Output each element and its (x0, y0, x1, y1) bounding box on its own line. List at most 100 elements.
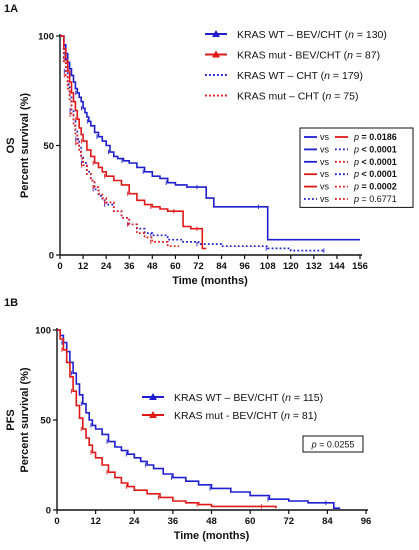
panel-1a-pvalue-row: p = 0.0186 (353, 132, 397, 142)
panel-1a-x-tick-label: 144 (329, 261, 346, 272)
panel-1a-legend-label-mut_bev: KRAS mut - BEV/CHT (237, 50, 344, 62)
panel-1a-pvalue-vs: vs (320, 182, 330, 192)
panel-1a-pvalue-row: p < 0.0001 (353, 169, 397, 179)
panel-1a-legend-n: n (326, 91, 332, 103)
panel-1b-y-axis-title: Percent survival (%) (19, 367, 31, 472)
panel-1b-y-tick-label: 0 (46, 506, 51, 517)
panel-1b-legend-marker-wt_bev (149, 393, 157, 400)
panel-1b-letter: 1B (4, 297, 18, 309)
panel-1b-legend-label-mut_bev: KRAS mut - BEV/CHT (174, 410, 281, 422)
panel-1a-pvalue-p: p (353, 194, 359, 204)
panel-1a-legend-entry-mut_bev: KRAS mut - BEV/CHT (n = 87) (237, 50, 380, 62)
panel-1a-legend-entry-mut_cht: KRAS mut – CHT (n = 75) (237, 91, 359, 103)
panel-1b-legend-paren: ( (282, 392, 286, 404)
panel-1b-pvalue-box (302, 435, 364, 453)
panel-1a-x-axis-title: Time (months) (172, 275, 248, 287)
panel-1a-x-tick-label: 156 (352, 261, 368, 272)
panel-1b-x-tick-label: 84 (322, 516, 333, 527)
panel-1b-x-tick-label: 12 (90, 516, 101, 527)
panel-1a-pvalue-value: < 0.0001 (359, 144, 397, 154)
panel-1a-series-mut_cht (60, 35, 180, 248)
panel-1a-pvalue-vs: vs (320, 132, 330, 142)
panel-1a-pvalue-p: p (353, 132, 359, 142)
panel-1a-pvalue-row: p = 0.0002 (353, 182, 397, 192)
panel-1b-pvalue-value: = 0.0255 (317, 440, 355, 450)
panel-1a-x-tick-label: 0 (57, 261, 62, 272)
panel-1a-y-tick-label: 50 (43, 141, 54, 152)
panel-1a-legend-paren: ( (344, 50, 348, 62)
panel-1b-series-wt_bev (57, 329, 341, 509)
panel-1b-x-tick-label: 48 (206, 516, 217, 527)
panel-1a-legend-marker-wt_bev (212, 30, 220, 37)
panel-1a-pvalue-p: p (353, 169, 359, 179)
panel-1a-x-tick-label: 84 (216, 261, 227, 272)
panel-1a-pvalue-row: p < 0.0001 (353, 144, 397, 154)
panel-1a-x-tick-label: 120 (283, 261, 299, 272)
panel-1a-legend-paren: ( (322, 91, 326, 103)
panel-1b-x-tick-label: 0 (54, 516, 59, 527)
panel-1a-x-tick-label: 48 (147, 261, 158, 272)
panel-1a-pvalue-value: = 0.0186 (359, 132, 397, 142)
panel-1a-pvalue-p: p (353, 182, 359, 192)
panel-1a-y-tick-label: 0 (49, 251, 54, 262)
panel-1b-side-label: PFS (5, 409, 17, 430)
panel-1a-legend-paren: ( (321, 70, 325, 82)
panel-1b-x-tick-label: 36 (168, 516, 179, 527)
panel-1a-legend-n: n (347, 50, 353, 62)
panel-1a-x-tick-label: 108 (260, 261, 276, 272)
panel-1a-x-tick-label: 132 (306, 261, 322, 272)
panel-1b-x-tick-label: 72 (283, 516, 294, 527)
panel-1a-x-tick-label: 12 (78, 261, 89, 272)
panel-1b-y-tick-label: 100 (35, 326, 51, 337)
panel-1a-letter: 1A (4, 3, 18, 15)
panel-1a-x-tick-label: 36 (124, 261, 135, 272)
panel-1b-legend-entry-mut_bev: KRAS mut - BEV/CHT (n = 81) (174, 410, 317, 422)
panel-1a-legend-n: n (324, 70, 330, 82)
panel-1a-y-axis-title: Percent survival (%) (19, 93, 31, 198)
panel-1b-legend-label-wt_bev: KRAS WT – BEV/CHT (174, 392, 282, 404)
panel-1b-legend-n: n (285, 392, 291, 404)
panel-1b-x-axis-title: Time (months) (174, 530, 250, 542)
panel-1a-pvalue-p: p (353, 144, 359, 154)
panel-1b-x-tick-label: 96 (361, 516, 372, 527)
panel-1a-legend-n: n (348, 29, 354, 41)
panel-1a-pvalue-row: p = 0.6771 (353, 194, 397, 204)
panel-1a-x-tick-label: 72 (193, 261, 204, 272)
panel-1a-series-wt_bev (60, 35, 360, 241)
panel-1b-legend-entry-wt_bev: KRAS WT – BEV/CHT (n = 115) (174, 392, 323, 404)
panel-1a-pvalue-row: p < 0.0001 (353, 157, 397, 167)
panel-1a-legend-paren: ( (345, 29, 349, 41)
panel-1a-legend-label-wt_cht: KRAS WT – CHT (237, 70, 321, 82)
panel-1a-pvalue-value: < 0.0001 (359, 157, 397, 167)
panel-1b-legend-paren: ( (281, 410, 285, 422)
panel-1b-x-tick-label: 24 (129, 516, 140, 527)
panel-1a-y-tick-label: 100 (38, 32, 54, 43)
panel-1a-series-mut_bev (60, 35, 207, 250)
panel-1a-series-wt_cht (60, 35, 326, 252)
panel-1b-pvalue-text: p = 0.0255 (311, 440, 355, 450)
panel-1a-legend-entry-wt_cht: KRAS WT – CHT (n = 179) (237, 70, 363, 82)
panel-1b-y-tick-label: 50 (40, 416, 51, 427)
panel-1b-x-tick-label: 60 (245, 516, 256, 527)
panel-1a-side-label: OS (5, 138, 17, 154)
panel-1b-legend-n-value: = 81) (290, 410, 317, 422)
panel-1a-legend-label-mut_cht: KRAS mut – CHT (237, 91, 322, 103)
panel-1a-legend-n-value: = 130) (354, 29, 387, 41)
panel-1a-pvalue-table-box (299, 127, 414, 208)
panel-1a-legend-label-wt_bev: KRAS WT – BEV/CHT (237, 29, 345, 41)
panel-1a-x-tick-label: 24 (101, 261, 112, 272)
panel-1a-x-tick-label: 60 (170, 261, 181, 272)
panel-1a-pvalue-vs: vs (320, 144, 330, 154)
panel-1b-legend-n-value: = 115) (291, 392, 323, 404)
panel-1a-pvalue-value: = 0.0002 (359, 182, 397, 192)
panel-1a-pvalue-value: = 0.6771 (359, 194, 397, 204)
panel-1a-pvalue-vs: vs (320, 169, 330, 179)
panel-1a-legend-entry-wt_bev: KRAS WT – BEV/CHT (n = 130) (237, 29, 387, 41)
panel-1a-pvalue-p: p (353, 157, 359, 167)
panel-1b-legend-n: n (284, 410, 290, 422)
panel-1a-pvalue-value: < 0.0001 (359, 169, 397, 179)
panel-1a-pvalue-vs: vs (320, 157, 330, 167)
panel-1b-legend-marker-mut_bev (149, 411, 157, 418)
panel-1a-pvalue-vs: vs (320, 194, 330, 204)
